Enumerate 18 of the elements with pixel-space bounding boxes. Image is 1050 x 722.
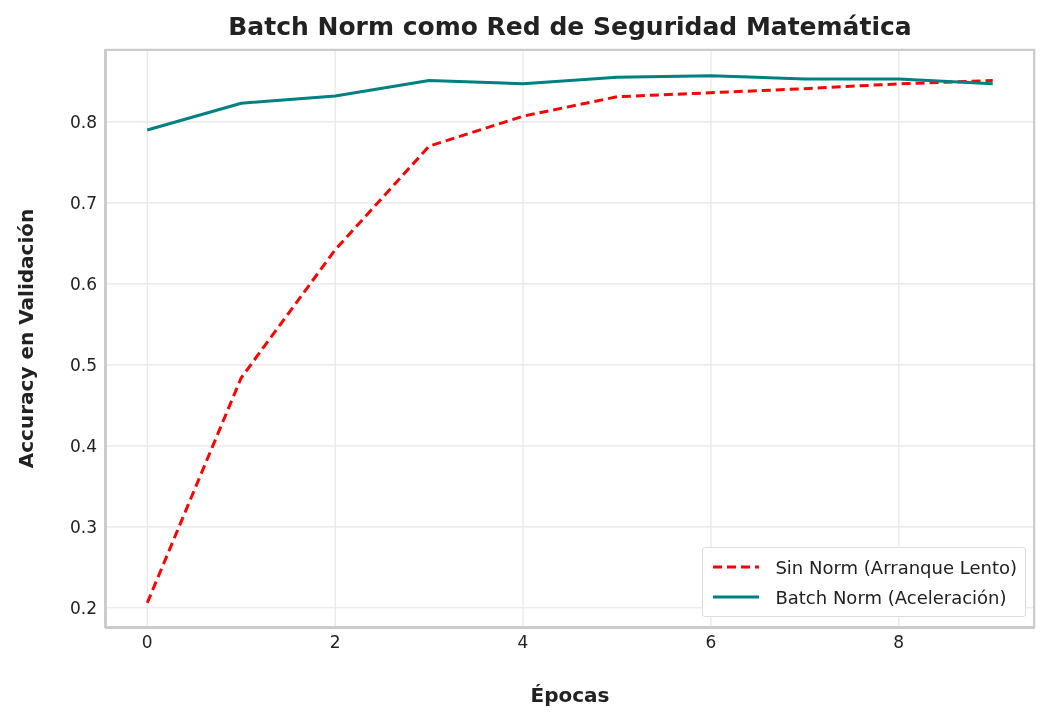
x-axis-title: Épocas	[530, 683, 610, 707]
y-tick-label: 0.5	[69, 354, 97, 375]
x-tick-label: 8	[893, 632, 905, 653]
x-tick-label: 4	[517, 632, 529, 653]
x-tick-label: 0	[141, 632, 153, 653]
chart-title: Batch Norm como Red de Seguridad Matemática	[227, 12, 913, 41]
y-tick-label: 0.8	[69, 111, 97, 132]
legend-label: Sin Norm (Arranque Lento)	[775, 556, 1017, 578]
y-tick-label: 0.4	[69, 435, 97, 456]
y-tick-label: 0.3	[69, 516, 97, 537]
x-tick-label: 2	[329, 632, 341, 653]
y-tick-label: 0.2	[69, 597, 97, 618]
x-tick-label: 6	[705, 632, 717, 653]
line-series	[145, 74, 995, 132]
y-tick-label: 0.6	[69, 273, 97, 294]
y-tick-label: 0.7	[69, 192, 97, 213]
legend-label: Batch Norm (Aceleración)	[775, 586, 1007, 608]
y-axis-title: Accuracy en Validación	[14, 208, 39, 469]
